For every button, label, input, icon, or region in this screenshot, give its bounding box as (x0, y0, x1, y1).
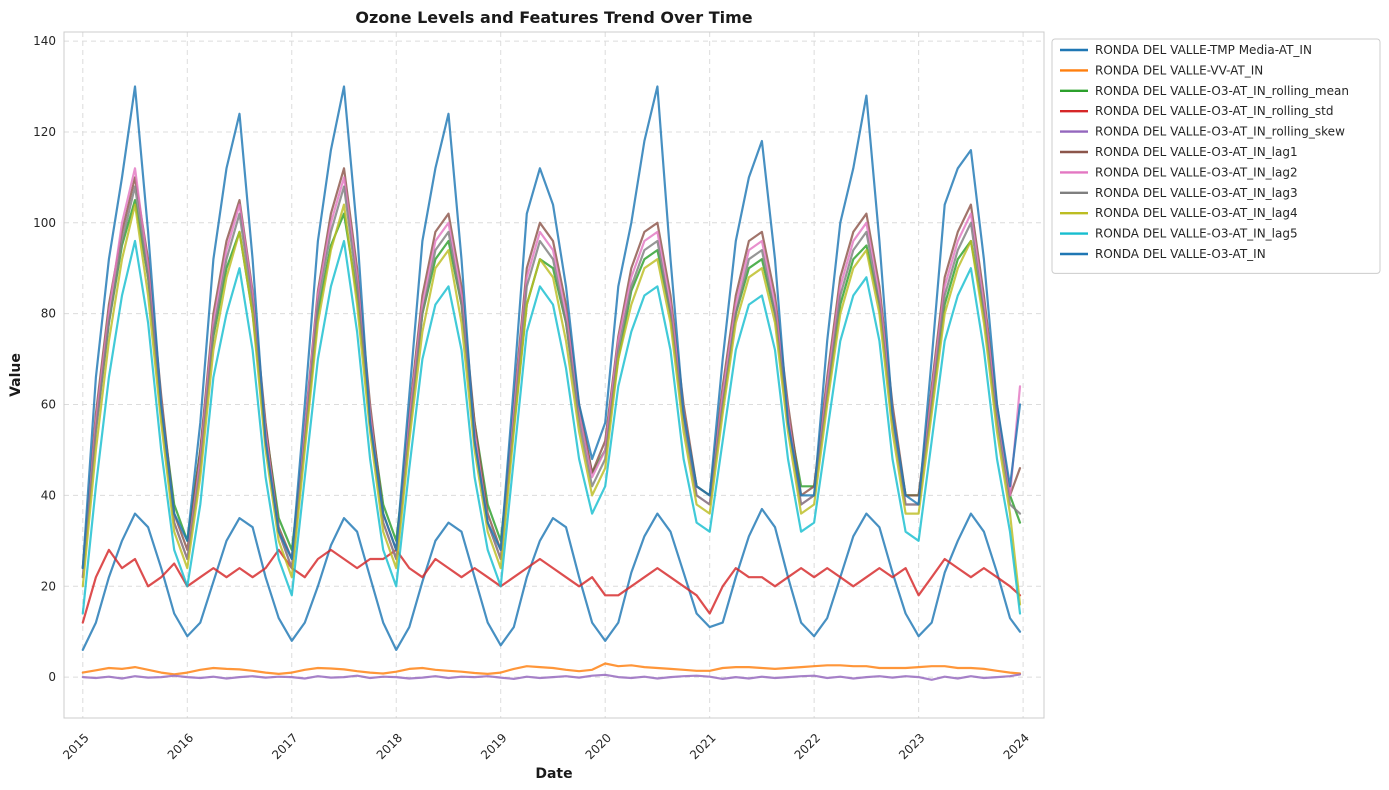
legend-item: RONDA DEL VALLE-TMP Media-AT_IN (1060, 43, 1312, 57)
series-line-8 (81, 185, 1022, 579)
y-axis-title: Value (8, 353, 24, 397)
legend: RONDA DEL VALLE-TMP Media-AT_IN RONDA DEL… (1051, 38, 1381, 274)
legend-item: RONDA DEL VALLE-O3-AT_IN_lag2 (1060, 165, 1298, 179)
legend-item: RONDA DEL VALLE-O3-AT_IN_rolling_skew (1060, 125, 1345, 139)
legend-label: RONDA DEL VALLE-O3-AT_IN_lag1 (1095, 145, 1298, 159)
y-tick-label: 0 (48, 670, 56, 684)
legend-label: RONDA DEL VALLE-O3-AT_IN_lag5 (1095, 227, 1298, 241)
y-tick-label: 80 (41, 307, 56, 321)
legend-item: RONDA DEL VALLE-O3-AT_IN (1060, 247, 1266, 261)
x-tick-label: 2019 (478, 731, 509, 762)
series-line-4 (81, 548, 1022, 624)
legend-label: RONDA DEL VALLE-O3-AT_IN_rolling_skew (1095, 125, 1345, 139)
y-tick-label: 140 (33, 34, 56, 48)
x-tick-label: 2022 (792, 731, 823, 762)
series-line-6 (81, 167, 1022, 570)
legend-label: RONDA DEL VALLE-O3-AT_IN_rolling_mean (1095, 84, 1349, 98)
legend-item: RONDA DEL VALLE-O3-AT_IN_lag5 (1060, 227, 1298, 241)
x-tick-label: 2024 (1001, 731, 1032, 762)
legend-label: RONDA DEL VALLE-O3-AT_IN_rolling_std (1095, 104, 1333, 118)
x-tick-label: 2021 (687, 731, 718, 762)
series-line-10 (81, 239, 1022, 615)
x-tick-label: 2015 (60, 731, 91, 762)
series-line-11 (81, 85, 1022, 570)
plot-frame (63, 31, 1045, 719)
legend-item: RONDA DEL VALLE-O3-AT_IN_lag3 (1060, 186, 1298, 200)
legend-label: RONDA DEL VALLE-O3-AT_IN_lag4 (1095, 206, 1298, 220)
legend-label: RONDA DEL VALLE-O3-AT_IN_lag3 (1095, 186, 1298, 200)
series-line-9 (81, 203, 1022, 606)
y-tick-label: 120 (33, 125, 56, 139)
legend-item: RONDA DEL VALLE-O3-AT_IN_lag4 (1060, 206, 1298, 220)
legend-item: RONDA DEL VALLE-O3-AT_IN_rolling_mean (1060, 84, 1349, 98)
legend-box (1051, 38, 1381, 274)
y-tick-label: 20 (41, 579, 56, 593)
y-tick-label: 60 (41, 398, 56, 412)
series-line-5 (81, 673, 1022, 681)
series-line-7 (81, 167, 1022, 579)
series-line-2 (81, 662, 1022, 676)
legend-label: RONDA DEL VALLE-TMP Media-AT_IN (1095, 43, 1312, 57)
legend-item: RONDA DEL VALLE-VV-AT_IN (1060, 63, 1263, 77)
legend-label: RONDA DEL VALLE-O3-AT_IN (1095, 247, 1266, 261)
x-tick-label: 2017 (269, 731, 300, 762)
x-tick-label: 2016 (165, 731, 196, 762)
chart-title: Ozone Levels and Features Trend Over Tim… (355, 8, 752, 27)
y-tick-label: 100 (33, 216, 56, 230)
x-tick-label: 2018 (374, 731, 405, 762)
series-line-1 (81, 507, 1022, 652)
x-tick-label: 2020 (583, 731, 614, 762)
x-axis-title: Date (535, 766, 572, 782)
legend-item: RONDA DEL VALLE-O3-AT_IN_lag1 (1060, 145, 1298, 159)
y-tick-label: 40 (41, 488, 56, 502)
legend-item: RONDA DEL VALLE-O3-AT_IN_rolling_std (1060, 104, 1333, 118)
x-tick-label: 2023 (896, 731, 927, 762)
legend-label: RONDA DEL VALLE-O3-AT_IN_lag2 (1095, 165, 1298, 179)
legend-label: RONDA DEL VALLE-VV-AT_IN (1095, 63, 1263, 77)
series-layer (81, 85, 1022, 681)
